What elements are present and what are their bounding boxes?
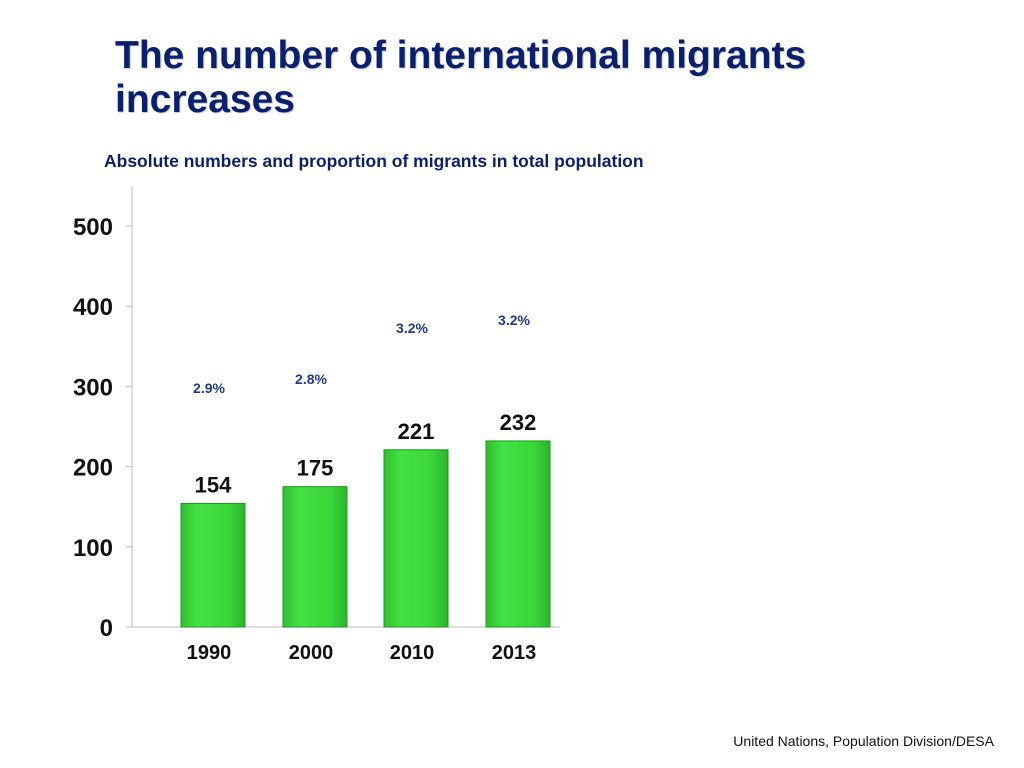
title-line-1: The number of international migrants bbox=[115, 34, 807, 77]
y-tick-label: 100 bbox=[73, 535, 113, 562]
percent-label: 2.9% bbox=[193, 380, 225, 396]
x-category-label: 1990 bbox=[187, 642, 232, 664]
y-tick-label: 500 bbox=[73, 214, 113, 241]
label-layer: 154 1990 2.9% 175 2000 2.8% 221 2010 3.2% 232 2013… bbox=[187, 312, 537, 664]
source-note: United Nations, Population Division/DESA bbox=[733, 733, 994, 749]
bar-value-label: 154 bbox=[195, 472, 232, 497]
x-category-label: 2010 bbox=[390, 642, 435, 664]
y-tick-label: 300 bbox=[73, 374, 113, 401]
x-category-label: 2000 bbox=[289, 642, 334, 664]
axis-layer: 0 100 200 300 400 500 bbox=[73, 186, 560, 642]
bar-value-label: 232 bbox=[500, 410, 537, 435]
y-tick-label: 400 bbox=[73, 294, 113, 321]
bar-layer bbox=[180, 440, 551, 628]
x-category-label: 2013 bbox=[492, 642, 537, 664]
y-tick-label: 200 bbox=[73, 455, 113, 482]
bar-value-label: 221 bbox=[398, 419, 435, 444]
bar-2000 bbox=[282, 486, 348, 628]
bar-value-label: 175 bbox=[297, 456, 334, 481]
percent-label: 3.2% bbox=[498, 312, 530, 328]
slide-title: The number of international migrants inc… bbox=[115, 34, 975, 122]
chart-subtitle: Absolute numbers and proportion of migra… bbox=[104, 151, 644, 171]
bar-1990 bbox=[180, 502, 246, 628]
y-tick-label: 0 bbox=[100, 615, 113, 642]
percent-label: 3.2% bbox=[396, 320, 428, 336]
bar-2010 bbox=[383, 449, 449, 628]
title-line-2: increases bbox=[115, 78, 295, 121]
bar-2013 bbox=[485, 440, 551, 628]
percent-label: 2.8% bbox=[295, 371, 327, 387]
